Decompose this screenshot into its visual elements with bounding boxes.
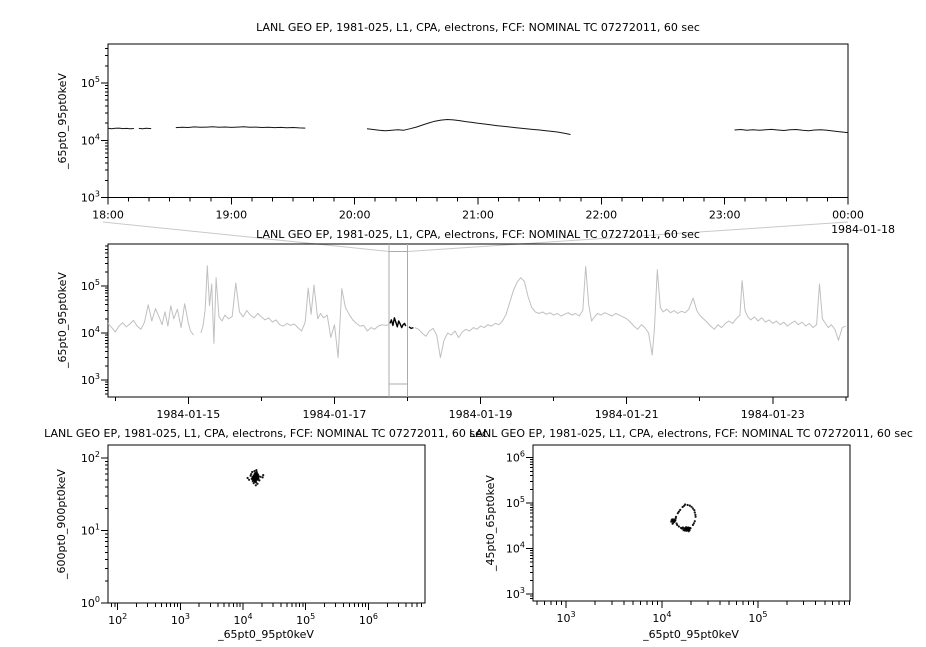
plot1-title: LANL GEO EP, 1981-025, L1, CPA, electron… [256,21,700,34]
svg-text:103: 103 [506,586,525,601]
svg-text:19:00: 19:00 [215,209,247,222]
svg-text:1984-01-23: 1984-01-23 [741,408,805,421]
plot2-y-axis-label: _65pt0_95pt0keV [56,272,69,369]
svg-text:104: 104 [652,610,671,625]
svg-text:106: 106 [506,450,525,465]
svg-text:104: 104 [234,612,253,627]
svg-text:106: 106 [359,612,378,627]
svg-text:103: 103 [81,372,100,387]
svg-text:101: 101 [81,522,100,537]
plot2-plot-area[interactable] [108,244,848,397]
plot1-axes: 103 104 105 18:00 19:00 20:00 21:00 22:00 23:00 0… [81,43,864,222]
plot1-date-label: 1984-01-18 [831,223,895,236]
svg-text:105: 105 [81,278,100,293]
svg-text:105: 105 [81,75,100,90]
svg-text:105: 105 [506,495,525,510]
plot4-y-axis-label: _45pt0_65pt0keV [484,475,497,572]
svg-text:1984-01-21: 1984-01-21 [595,408,659,421]
svg-text:104: 104 [506,541,525,556]
plot-scatter-600-900kev: LANL GEO EP, 1981-025, L1, CPA, electron… [44,427,488,641]
svg-text:21:00: 21:00 [462,209,494,222]
plot-detail-timeseries: LANL GEO EP, 1981-025, L1, CPA, electron… [56,21,895,236]
svg-text:102: 102 [81,450,100,465]
plot1-y-axis-label: _65pt0_95pt0keV [56,73,69,170]
zoom-selection-box[interactable] [388,244,409,397]
svg-text:104: 104 [81,325,100,340]
plot3-axes: 100 101 102 102 103 104 105 106 [81,444,426,627]
svg-text:1984-01-15: 1984-01-15 [156,408,220,421]
zoom-connector-lines [102,221,849,252]
plot2-data [107,265,846,359]
svg-text:103: 103 [171,612,190,627]
plot3-title: LANL GEO EP, 1981-025, L1, CPA, electron… [44,427,488,440]
plot4-plot-area[interactable] [533,445,850,601]
plot4-axes: 103 104 105 106 103 104 105 [506,444,851,625]
plot3-x-axis-label: _65pt0_95pt0keV [217,628,314,641]
plot2-axes: 103 104 105 1984-01-15 1984-01-17 1984-01-19 1… [81,243,849,421]
svg-text:18:00: 18:00 [92,209,124,222]
plot-overview-timeseries: LANL GEO EP, 1981-025, L1, CPA, electron… [56,228,849,421]
plot1-data [107,119,849,135]
plot-scatter-45-65kev: LANL GEO EP, 1981-025, L1, CPA, electron… [469,427,913,641]
svg-text:1984-01-19: 1984-01-19 [449,408,513,421]
plot2-title: LANL GEO EP, 1981-025, L1, CPA, electron… [256,228,700,241]
svg-text:23:00: 23:00 [709,209,741,222]
svg-text:103: 103 [81,190,100,205]
svg-text:22:00: 22:00 [585,209,617,222]
svg-text:105: 105 [748,610,767,625]
plot3-plot-area[interactable] [108,445,425,603]
svg-text:1984-01-17: 1984-01-17 [302,408,366,421]
plot4-title: LANL GEO EP, 1981-025, L1, CPA, electron… [469,427,913,440]
plot3-y-axis-label: _600pt0_900pt0keV [55,469,68,580]
svg-text:102: 102 [108,612,127,627]
svg-text:105: 105 [296,612,315,627]
svg-text:100: 100 [81,595,100,610]
plot1-plot-area[interactable] [108,44,848,198]
plot4-data [670,503,697,533]
plot3-data [246,469,265,487]
svg-text:103: 103 [556,610,575,625]
svg-text:20:00: 20:00 [339,209,371,222]
svg-text:104: 104 [81,132,100,147]
svg-text:00:00: 00:00 [832,209,864,222]
plot4-x-axis-label: _65pt0_95pt0keV [642,628,739,641]
